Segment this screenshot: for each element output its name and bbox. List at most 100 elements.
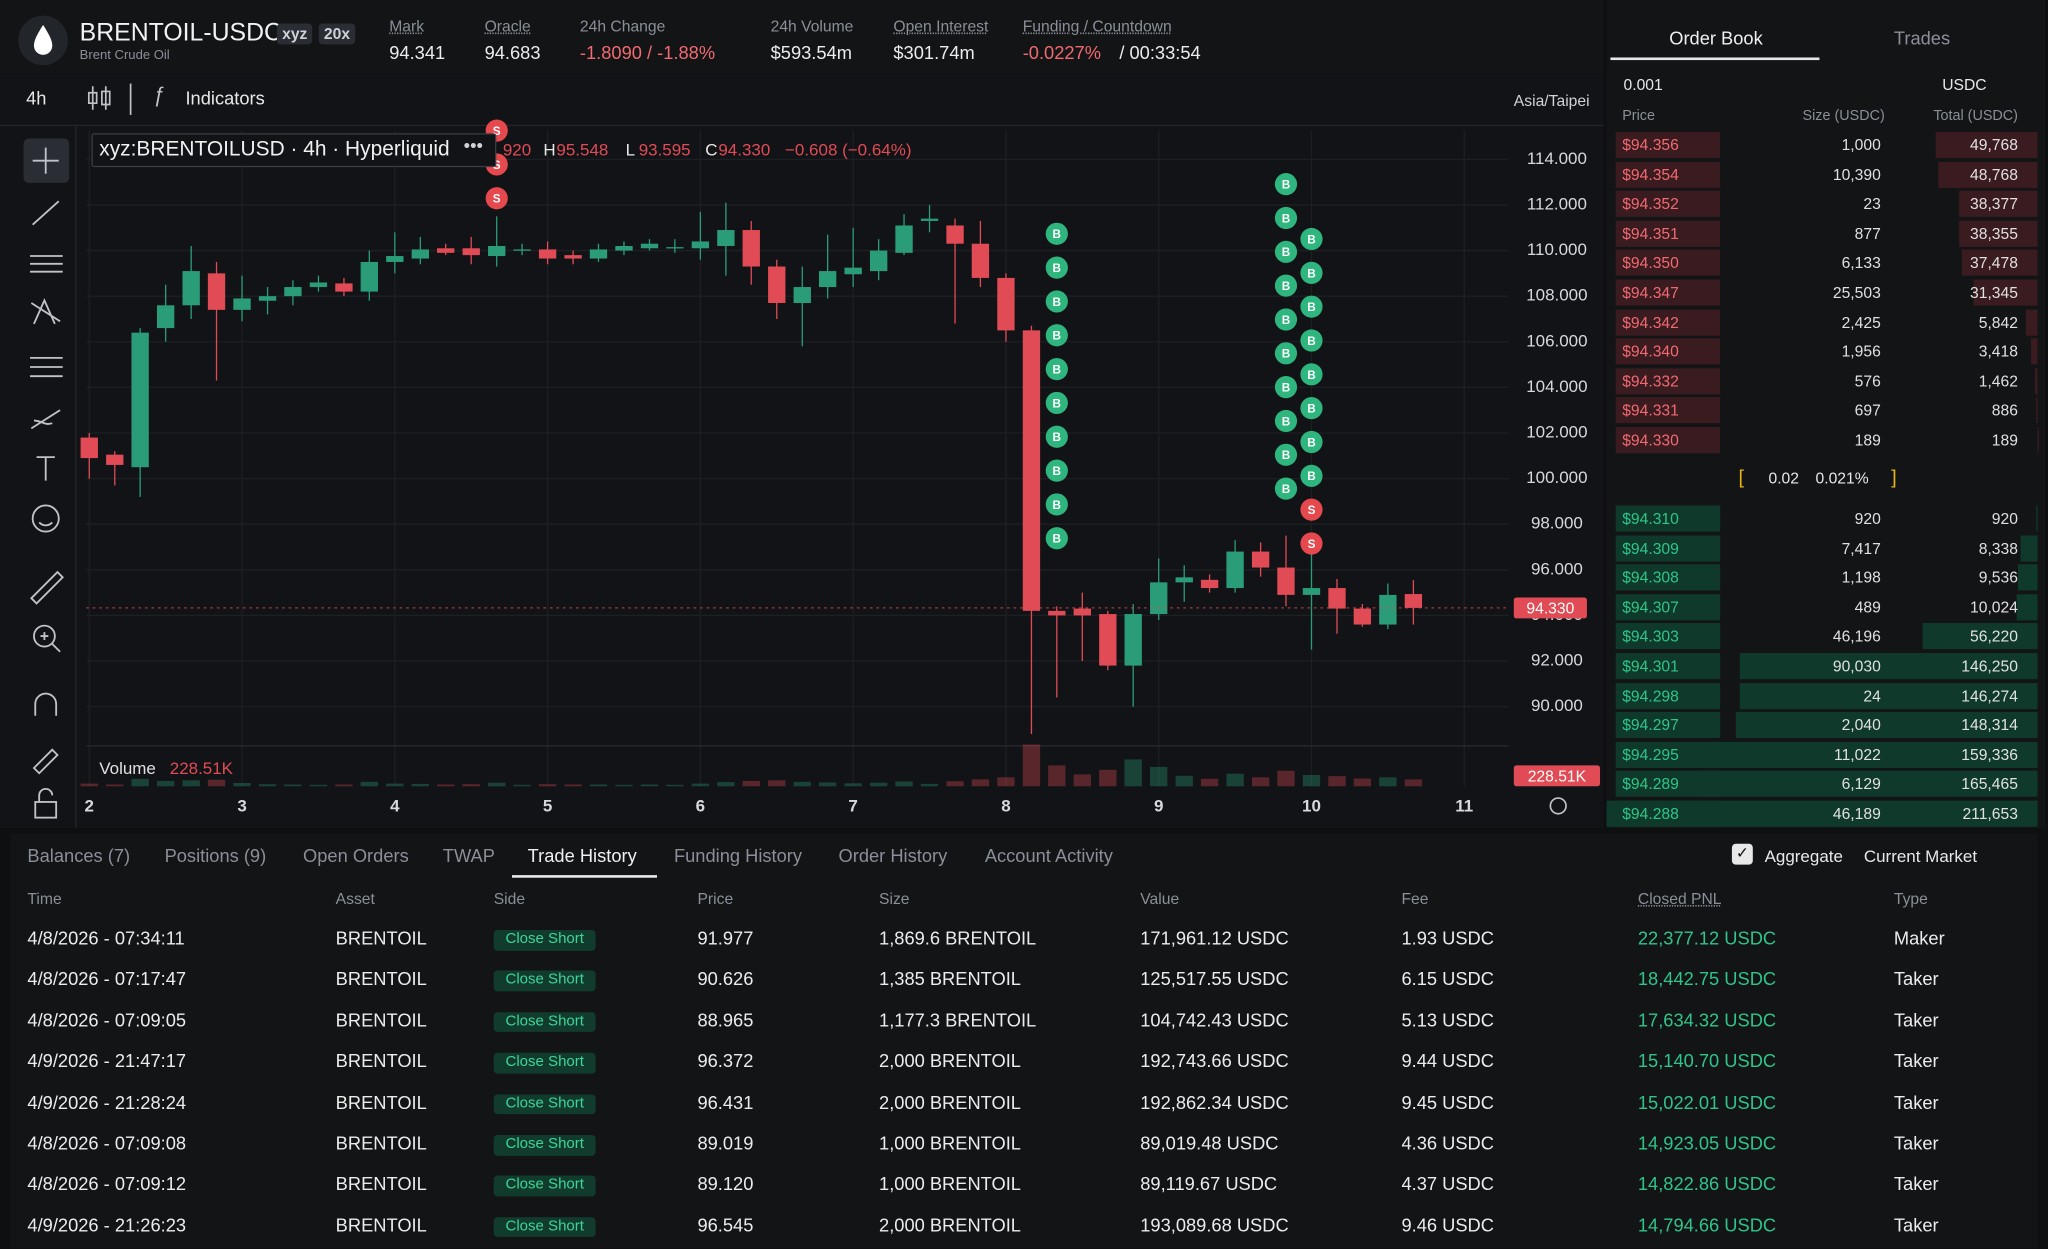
table-header: Size	[879, 889, 910, 908]
bottom-tab[interactable]: Positions (9)	[164, 845, 267, 866]
candle-body	[1251, 551, 1270, 568]
price-cell-bg	[1615, 682, 1721, 709]
table-cell: 2,000 BRENTOIL	[879, 1214, 1021, 1236]
table-cell: 1,000 BRENTOIL	[879, 1173, 1021, 1195]
bottom-tab[interactable]: Order History	[838, 845, 948, 866]
side-pill: Close Short	[493, 1217, 596, 1238]
trade-marker	[1274, 240, 1298, 263]
trade-marker-label: B	[1053, 262, 1062, 275]
ob-total: 159,336	[1961, 745, 2018, 764]
table-cell: 9.46 USDC	[1401, 1214, 1494, 1236]
table-cell: 1,000 BRENTOIL	[879, 1132, 1021, 1154]
volume-bar	[538, 784, 557, 787]
indicators-button[interactable]: Indicators	[185, 87, 265, 109]
tab-order-book[interactable]: Order Book	[1669, 27, 1763, 49]
stat-label: 24h Change	[579, 16, 666, 36]
trade-marker	[1045, 493, 1068, 516]
candle-body	[844, 267, 862, 275]
stat-value: $301.74m	[893, 41, 975, 63]
table-cell: 1.93 USDC	[1401, 927, 1494, 949]
legend-menu: •••	[463, 134, 483, 156]
aggregate-checkbox[interactable]	[1731, 843, 1753, 865]
candle-body	[997, 277, 1015, 331]
ob-price: $94.351	[1622, 224, 1679, 243]
ob-size: 576	[1854, 371, 1881, 391]
candle-body	[411, 249, 430, 259]
volume-bar	[309, 784, 328, 787]
side-toolbar[interactable]	[23, 138, 70, 819]
bottom-tab[interactable]: Trade History	[527, 845, 637, 866]
candle-body	[1099, 614, 1117, 666]
candle-body	[360, 261, 378, 292]
candle-body	[895, 225, 913, 253]
volume-label: Volume	[99, 759, 156, 778]
ob-price: $94.301	[1622, 656, 1679, 676]
ob-size: 877	[1854, 224, 1881, 243]
bottom-tab[interactable]: Funding History	[673, 845, 803, 866]
candle-body	[640, 243, 659, 249]
y-tick-label: 90.000	[1531, 696, 1583, 715]
candle-body	[462, 248, 480, 256]
volume-tag	[1513, 765, 1600, 787]
timezone[interactable]: Asia/Taipei	[1513, 91, 1590, 110]
table-cell: 89.120	[697, 1173, 754, 1195]
trade-marker	[1300, 532, 1323, 555]
x-tick-label: 10	[1302, 797, 1321, 816]
ob-price: $94.331	[1622, 401, 1679, 420]
price-cell-bg	[1615, 564, 1721, 591]
table-header: Value	[1140, 889, 1180, 908]
price-cell-bg	[1615, 368, 1721, 395]
trade-marker	[1300, 397, 1323, 420]
trade-marker	[1045, 425, 1068, 448]
bottom-tab[interactable]: Balances (7)	[27, 845, 131, 866]
bottom-tab[interactable]: Account Activity	[984, 845, 1113, 866]
bottom-tab[interactable]: Open Orders	[303, 845, 409, 866]
ob-price: $94.310	[1622, 509, 1679, 528]
price-cell-bg	[1615, 623, 1721, 650]
candle-body	[233, 298, 251, 310]
candle-body	[1404, 594, 1423, 608]
currency-select[interactable]: USDC	[1942, 75, 1987, 95]
badge: 20x	[318, 23, 356, 45]
trade-marker	[1300, 430, 1323, 454]
price-cell-bg	[1615, 338, 1721, 365]
market-filter[interactable]: Current Market	[1863, 846, 1978, 866]
depth-bar	[2030, 338, 2038, 365]
candle-body	[1048, 610, 1066, 616]
depth-bar	[1923, 623, 2038, 650]
x-tick-label: 9	[1154, 797, 1163, 816]
volume-bar	[462, 784, 480, 787]
legend-value: 93.595	[638, 139, 691, 160]
ob-total: 3,418	[1978, 342, 2018, 361]
candle-body	[1073, 608, 1091, 616]
table-cell: 96.545	[697, 1214, 754, 1236]
volume-bar	[513, 784, 531, 787]
candle-body	[437, 248, 455, 253]
legend-value: −0.608 (−0.64%)	[784, 139, 912, 160]
ob-size: 46,196	[1832, 627, 1881, 646]
legend-value: 94.330	[718, 139, 771, 160]
candle-body	[768, 266, 786, 304]
tab-trades[interactable]: Trades	[1893, 27, 1951, 49]
candle-body	[1277, 567, 1295, 595]
bottom-tab[interactable]: TWAP	[442, 845, 495, 866]
trade-marker	[485, 187, 508, 210]
tick-size-select[interactable]: 0.001	[1623, 75, 1663, 95]
table-cell: 4/9/2026 - 21:28:24	[27, 1091, 187, 1113]
trade-marker-label: B	[1307, 470, 1316, 483]
table-cell: 4/9/2026 - 21:26:23	[27, 1214, 187, 1236]
volume-bar	[1277, 770, 1295, 787]
volume-bar	[258, 784, 277, 787]
toolbar-icons[interactable]	[87, 83, 132, 115]
ob-total: 38,355	[1970, 224, 2018, 243]
price-cell-bg	[1615, 505, 1721, 532]
candle-body	[106, 454, 124, 465]
volume-bar	[742, 780, 760, 787]
table-cell: 91.977	[697, 927, 754, 949]
volume-bar	[1200, 778, 1219, 787]
candle-body	[1226, 551, 1244, 589]
candle-body	[309, 282, 328, 288]
trade-marker	[1300, 261, 1323, 284]
candle-body	[1200, 579, 1219, 589]
interval[interactable]: 4h	[26, 87, 47, 109]
